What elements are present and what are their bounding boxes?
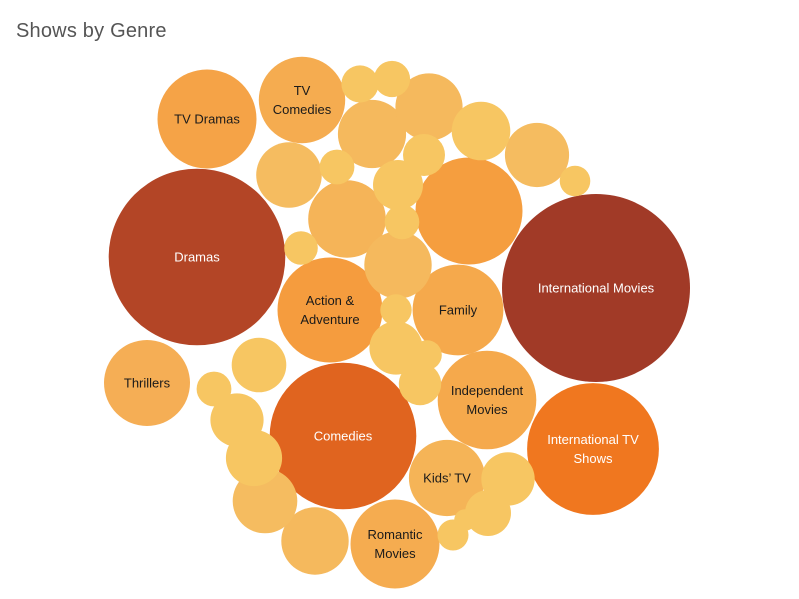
bubble-circle[interactable] [104,340,190,426]
bubble-circle[interactable] [225,429,283,487]
bubble-circle[interactable] [502,194,690,382]
bubble-label: Kids’ TV [423,471,471,486]
bubble-unlabeled-31[interactable] [341,65,379,103]
bubble-unlabeled-32[interactable] [373,60,411,98]
bubble-label: International Movies [538,281,655,296]
bubble-circle[interactable] [258,56,346,144]
bubble-label: Movies [374,546,416,561]
bubble-label: Romantic [368,527,423,542]
bubble-circle[interactable] [337,99,407,169]
bubble-circle[interactable] [398,362,442,406]
bubble-circle[interactable] [157,69,257,169]
bubble-circle[interactable] [277,257,383,363]
bubble-unlabeled-40[interactable] [412,340,442,370]
bubble-label: Shows [573,451,613,466]
bubble-comedies[interactable]: Comedies [269,362,417,510]
bubble-circle[interactable] [369,321,423,375]
bubble-label: International TV [547,432,639,447]
bubble-circle[interactable] [281,507,349,575]
bubble-family[interactable]: Family [412,264,504,356]
bubble-unlabeled-12[interactable] [415,157,523,265]
bubble-tv-comedies[interactable]: TV Comedies [258,56,346,144]
bubble-circle[interactable] [384,204,420,240]
bubble-unlabeled-17[interactable] [231,337,287,393]
bubble-unlabeled-41[interactable] [454,509,476,531]
bubble-unlabeled-25[interactable] [225,429,283,487]
bubble-unlabeled-28[interactable] [465,490,511,536]
bubble-circle[interactable] [412,264,504,356]
bubble-circle[interactable] [341,65,379,103]
bubble-circle[interactable] [108,168,286,346]
bubble-label: Thrillers [124,376,171,391]
bubble-label: TV Dramas [174,112,240,127]
bubble-circle[interactable] [308,180,386,258]
bubble-circle[interactable] [451,101,511,161]
bubble-independent-movies[interactable]: Independent Movies [437,350,537,450]
bubble-label: Adventure [300,312,359,327]
bubble-unlabeled-14[interactable] [337,99,407,169]
bubble-unlabeled-29[interactable] [403,134,445,176]
bubble-tv-dramas[interactable]: TV Dramas [157,69,257,169]
bubble-international-tv-shows[interactable]: International TV Shows [527,383,659,515]
bubble-unlabeled-39[interactable] [559,165,591,197]
bubble-circle[interactable] [408,439,486,517]
bubble-unlabeled-16[interactable] [256,142,322,208]
bubble-label: Comedies [314,429,373,444]
chart-title: Shows by Genre [16,20,167,42]
bubble-circle[interactable] [437,350,537,450]
bubble-label: TV [294,83,311,98]
bubble-circle[interactable] [196,371,232,407]
bubble-circle[interactable] [559,165,591,197]
bubble-thrillers[interactable]: Thrillers [104,340,190,426]
bubble-kids-tv[interactable]: Kids’ TV [408,439,486,517]
bubble-unlabeled-19[interactable] [364,231,432,299]
bubble-circle[interactable] [412,340,442,370]
bubble-circle[interactable] [380,294,412,326]
bubble-unlabeled-37[interactable] [380,294,412,326]
bubble-unlabeled-33[interactable] [384,204,420,240]
bubble-dramas[interactable]: Dramas [108,168,286,346]
bubble-circle[interactable] [504,122,570,188]
bubble-unlabeled-36[interactable] [284,231,318,265]
bubble-unlabeled-21[interactable] [451,101,511,161]
bubble-unlabeled-27[interactable] [373,160,423,210]
bubble-label: Comedies [273,102,332,117]
bubble-circle[interactable] [231,337,287,393]
bubble-circle[interactable] [373,160,423,210]
bubble-unlabeled-15[interactable] [504,122,570,188]
bubble-unlabeled-20[interactable] [281,507,349,575]
bubble-circle[interactable] [454,509,476,531]
bubble-circle[interactable] [395,73,463,141]
bubble-circle[interactable] [527,383,659,515]
bubble-action-and-adventure[interactable]: Action & Adventure [277,257,383,363]
bubble-unlabeled-35[interactable] [196,371,232,407]
bubble-unlabeled-34[interactable] [319,149,355,185]
bubble-label: Independent [451,383,524,398]
bubble-circle[interactable] [350,499,440,589]
bubble-circle[interactable] [403,134,445,176]
bubble-unlabeled-13[interactable] [308,180,386,258]
bubble-circle[interactable] [319,149,355,185]
bubble-romantic-movies[interactable]: Romantic Movies [350,499,440,589]
bubble-circle[interactable] [465,490,511,536]
bubble-label: Action & [306,293,355,308]
bubble-circle[interactable] [284,231,318,265]
bubble-unlabeled-18[interactable] [395,73,463,141]
bubble-international-movies[interactable]: International Movies [502,194,690,382]
bubble-unlabeled-30[interactable] [398,362,442,406]
bubble-circle[interactable] [373,60,411,98]
bubble-label: Movies [466,402,508,417]
bubble-circle[interactable] [256,142,322,208]
bubble-label: Dramas [174,250,220,265]
bubble-circle[interactable] [364,231,432,299]
bubble-circle[interactable] [269,362,417,510]
bubble-unlabeled-24[interactable] [369,321,423,375]
bubble-label: Family [439,303,478,318]
bubble-circle[interactable] [415,157,523,265]
